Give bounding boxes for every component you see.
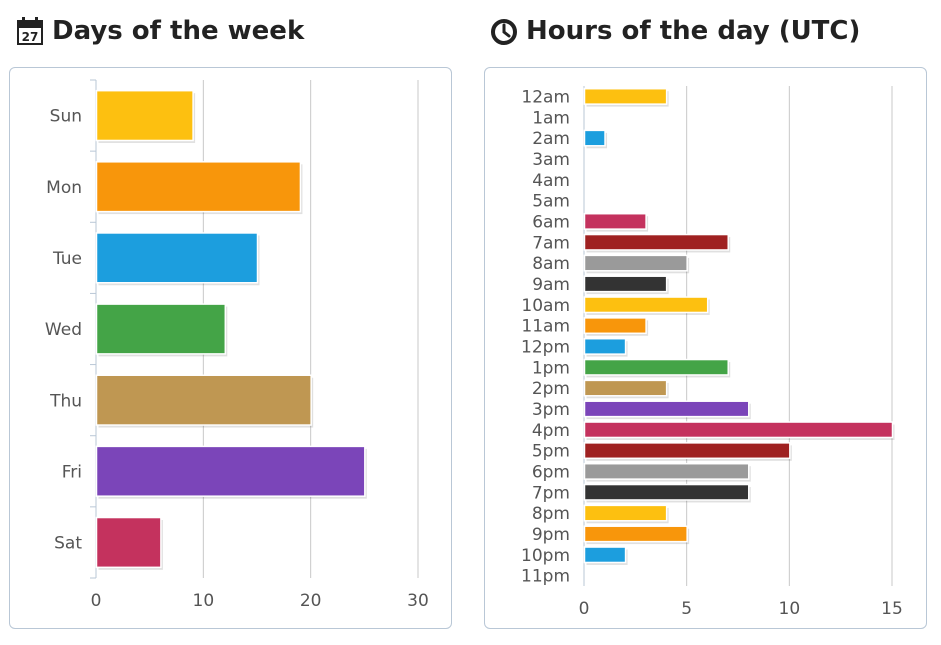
- hours-category-label: 3am: [532, 150, 570, 170]
- days-panel: Sun Mon Tue Wed Thu Fri Sat 0 10 20 30: [9, 67, 452, 629]
- days-category-label: Wed: [45, 320, 82, 340]
- hours-bar-6am: [583, 212, 647, 230]
- hours-category-label: 4am: [532, 171, 570, 191]
- days-x-tick-label: 20: [300, 591, 322, 611]
- svg-text:27: 27: [22, 30, 39, 44]
- clock-icon: [490, 16, 518, 46]
- days-category-label: Fri: [62, 462, 82, 482]
- hours-category-label: 9am: [532, 275, 570, 295]
- hours-bar-6pm: [583, 462, 750, 480]
- days-bar-Wed: [95, 303, 227, 355]
- hours-category-label: 8pm: [532, 504, 570, 524]
- hours-x-tick-label: 15: [881, 599, 903, 619]
- hours-bar-12am: [583, 87, 668, 105]
- hours-bar-5pm: [583, 442, 791, 460]
- days-x-tick-label: 10: [193, 591, 215, 611]
- hours-bar-8pm: [583, 504, 668, 522]
- hours-bar-7am: [583, 233, 729, 251]
- hours-category-label: 2am: [532, 129, 570, 149]
- days-title-text: Days of the week: [52, 16, 305, 46]
- hours-bar-2pm: [583, 379, 668, 397]
- hours-bar-1pm: [583, 358, 729, 376]
- hours-category-label: 5pm: [532, 442, 570, 462]
- days-bar-Tue: [95, 232, 259, 284]
- hours-category-label: 4pm: [532, 421, 570, 441]
- hours-category-label: 10am: [521, 296, 570, 316]
- hours-bar-8am: [583, 254, 688, 272]
- hours-category-label: 1pm: [532, 358, 570, 378]
- hours-category-label: 11pm: [521, 567, 570, 587]
- days-category-label: Thu: [49, 391, 82, 411]
- days-title: 27 Days of the week: [16, 16, 304, 46]
- hours-category-label: 9pm: [532, 525, 570, 545]
- hours-bar-10am: [583, 296, 709, 314]
- days-category-label: Sun: [50, 107, 82, 127]
- hours-category-label: 3pm: [532, 400, 570, 420]
- days-category-label: Tue: [52, 249, 82, 269]
- hours-bar-7pm: [583, 483, 750, 501]
- hours-category-label: 2pm: [532, 379, 570, 399]
- hours-x-tick-label: 10: [779, 599, 801, 619]
- hours-bar-4pm: [583, 421, 894, 439]
- hours-bar-10pm: [583, 546, 627, 564]
- hours-chart: 12am1am2am3am4am5am6am7am8am9am10am11am1…: [521, 86, 903, 619]
- hours-category-label: 5am: [532, 192, 570, 212]
- hours-category-label: 10pm: [521, 546, 570, 566]
- days-x-tick-label: 30: [407, 591, 429, 611]
- hours-bar-11am: [583, 317, 647, 335]
- hours-bar-2am: [583, 129, 606, 147]
- hours-title: Hours of the day (UTC): [490, 16, 860, 46]
- hours-category-label: 12pm: [521, 338, 570, 358]
- hours-category-label: 1am: [532, 108, 570, 128]
- hours-bar-12pm: [583, 337, 627, 355]
- hours-x-tick-label: 0: [579, 599, 590, 619]
- hours-category-label: 8am: [532, 254, 570, 274]
- days-bar-Mon: [95, 161, 302, 213]
- days-bar-Sat: [95, 516, 162, 569]
- days-bar-Thu: [95, 374, 312, 426]
- hours-bar-9pm: [583, 525, 688, 543]
- hours-category-label: 11am: [521, 317, 570, 337]
- hours-category-label: 7pm: [532, 483, 570, 503]
- days-x-tick-label: 0: [91, 591, 102, 611]
- hours-category-label: 6am: [532, 213, 570, 233]
- calendar-icon: 27: [16, 16, 44, 46]
- hours-panel: 12am 1am 2am 3am 4am 5am 6am 7am 8am 9am 10am 11am 1…: [484, 67, 927, 629]
- hours-x-tick-label: 5: [681, 599, 692, 619]
- hours-bar-9am: [583, 275, 668, 293]
- hours-category-label: 12am: [521, 88, 570, 108]
- hours-title-text: Hours of the day (UTC): [526, 16, 861, 46]
- days-category-label: Sat: [54, 534, 82, 554]
- hours-category-label: 7am: [532, 233, 570, 253]
- days-bar-Fri: [95, 445, 366, 497]
- hours-bar-3pm: [583, 400, 750, 418]
- days-category-label: Mon: [46, 178, 82, 198]
- hours-category-label: 6pm: [532, 463, 570, 483]
- days-chart: Sun Mon Tue Wed Thu Fri Sat 0 10 20 30: [45, 79, 429, 611]
- days-bar-Sun: [95, 89, 194, 142]
